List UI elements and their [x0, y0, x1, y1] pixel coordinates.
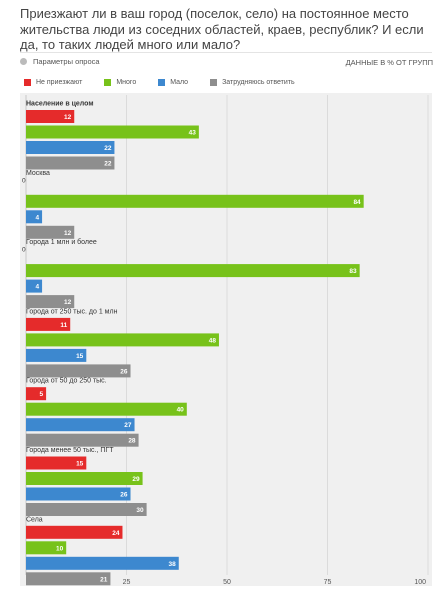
bar: [26, 141, 115, 154]
bar-value-label: 0: [22, 247, 26, 254]
legend-swatch: [158, 78, 166, 86]
bar: [26, 503, 147, 516]
bar: [26, 317, 71, 331]
bar: [26, 279, 43, 293]
bar-value-label: 43: [189, 130, 197, 137]
legend-item: Не приезжают: [24, 78, 83, 86]
legend-item: Много: [104, 78, 137, 86]
bar: [26, 472, 143, 485]
group-label: Население в целом: [26, 101, 94, 108]
bar: [26, 333, 219, 347]
units-label: ДАННЫЕ В % ОТ ГРУПП: [345, 58, 433, 67]
bar: [26, 556, 179, 570]
bar-value-label: 24: [112, 530, 120, 537]
bar: [26, 110, 75, 123]
x-tick-label: 75: [324, 579, 332, 586]
legend-label: Не приезжают: [36, 78, 83, 86]
bar-value-label: 84: [353, 199, 361, 206]
bar-value-label: 28: [128, 438, 136, 445]
survey-params-label: Параметры опроса: [33, 57, 100, 66]
legend-label: Затрудняюсь ответить: [222, 78, 295, 86]
bar-value-label: 15: [76, 353, 84, 360]
group-label: Города менее 50 тыс., ПГТ: [26, 447, 114, 454]
group-label: Города от 250 тыс. до 1 млн: [26, 308, 118, 315]
survey-params-link[interactable]: Параметры опроса: [20, 57, 100, 66]
title-divider: [20, 52, 432, 53]
chart-title: Приезжают ли в ваш город (поселок, село)…: [20, 6, 424, 52]
bar-value-label: 12: [64, 299, 72, 306]
bar-value-label: 26: [120, 492, 128, 499]
bar: [26, 418, 135, 432]
bar: [26, 487, 131, 501]
bar-value-label: 38: [169, 561, 177, 568]
bar: [26, 572, 111, 586]
bar-value-label: 30: [136, 507, 144, 514]
bar-value-label: 83: [349, 268, 357, 275]
bar-value-label: 26: [120, 368, 128, 375]
group-label: Города 1 млн и более: [26, 238, 97, 246]
x-tick-label: 25: [123, 579, 131, 586]
bar: [26, 541, 67, 555]
bar-chart: 0255075100Население в целом12432222Москв…: [22, 95, 429, 586]
bar: [26, 402, 187, 416]
bar: [26, 433, 139, 447]
bar: [26, 264, 360, 278]
bar-value-label: 15: [76, 461, 84, 468]
bar: [26, 156, 115, 170]
bar-value-label: 5: [39, 391, 43, 398]
x-tick-label: 50: [223, 579, 231, 586]
bar-value-label: 29: [132, 476, 140, 483]
bar-value-label: 21: [100, 576, 108, 583]
bar-value-label: 22: [104, 161, 112, 168]
bar-value-label: 48: [209, 337, 217, 344]
bar: [26, 125, 199, 139]
bar-value-label: 0: [22, 177, 26, 184]
bar: [26, 525, 123, 539]
legend-label: Мало: [170, 78, 189, 86]
bar-value-label: 4: [35, 214, 39, 221]
bar: [26, 364, 131, 378]
chart-area: 0255075100Население в целом12432222Москв…: [20, 93, 432, 586]
legend-item: Затрудняюсь ответить: [210, 78, 295, 86]
x-tick-label: 100: [414, 579, 426, 586]
group-label: Села: [26, 516, 43, 523]
group-label: Города от 50 до 250 тыс.: [26, 378, 107, 385]
bar-value-label: 12: [64, 230, 72, 237]
bar: [26, 225, 75, 239]
group-label: Москва: [26, 170, 50, 177]
info-icon: [20, 58, 27, 65]
bar-value-label: 27: [124, 422, 132, 429]
legend: Не приезжают Много Мало Затрудняюсь ответит…: [24, 74, 317, 90]
bar-value-label: 22: [104, 145, 112, 152]
bar: [26, 456, 87, 470]
bar: [26, 295, 75, 309]
legend-label: Много: [116, 78, 137, 86]
legend-swatch: [24, 78, 31, 86]
legend-swatch: [210, 78, 218, 86]
bar-value-label: 11: [60, 322, 67, 329]
legend-swatch: [104, 78, 112, 86]
bar-value-label: 4: [35, 284, 39, 291]
bar: [26, 348, 87, 362]
bar-value-label: 40: [177, 407, 185, 414]
bar-value-label: 12: [64, 114, 72, 121]
legend-item: Мало: [158, 78, 189, 86]
bar-value-label: 10: [56, 545, 64, 552]
bar: [26, 194, 364, 208]
bar: [26, 387, 47, 401]
bar: [26, 210, 43, 224]
